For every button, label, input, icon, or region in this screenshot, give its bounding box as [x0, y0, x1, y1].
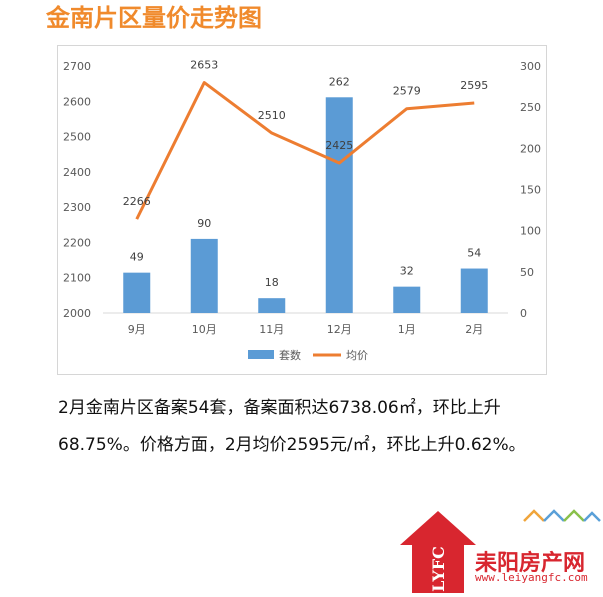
legend-label-line: 均价 [346, 349, 368, 362]
line-data-label: 2510 [258, 109, 286, 122]
roof-icons [523, 509, 601, 522]
right-axis-tick: 150 [520, 184, 541, 197]
bar-data-label: 262 [329, 75, 350, 88]
bar-data-label: 18 [265, 276, 279, 289]
right-axis-tick: 50 [520, 266, 534, 279]
price-volume-chart: 2000 2100 2200 2300 2400 2500 2600 2700 0 50 100 15… [63, 59, 541, 362]
bar [325, 97, 353, 313]
legend-bar-swatch [248, 350, 274, 359]
right-axis-tick: 100 [520, 225, 541, 238]
left-axis-tick: 2200 [63, 236, 91, 249]
price-line [135, 81, 475, 220]
page-title: 金南片区量价走势图 [46, 4, 262, 32]
line-data-label: 2579 [393, 85, 421, 98]
left-axis-tick: 2500 [63, 131, 91, 144]
x-tick-label: 10月 [192, 323, 217, 336]
left-axis-tick: 2000 [63, 307, 91, 320]
chart-panel: 2000 2100 2200 2300 2400 2500 2600 2700 0 50 100 15… [57, 45, 547, 375]
right-axis-tick: 250 [520, 101, 541, 114]
site-url: www.leiyangfc.com [475, 571, 588, 584]
right-axis-tick: 200 [520, 142, 541, 155]
bar [190, 238, 218, 313]
left-axis-tick: 2600 [63, 95, 91, 108]
left-axis-tick: 2700 [63, 60, 91, 73]
site-logo: LYFC [398, 505, 603, 593]
bar-data-label: 54 [467, 247, 481, 260]
summary-text: 2月金南片区备案54套，备案面积达6738.06㎡，环比上升68.75%。价格方… [58, 398, 526, 455]
logo-letters: LYFC [429, 546, 448, 592]
x-tick-label: 12月 [327, 323, 352, 336]
x-tick-label: 2月 [465, 323, 483, 336]
legend-label-bar: 套数 [279, 349, 301, 362]
x-tick-label: 11月 [259, 323, 284, 336]
left-axis-tick: 2300 [63, 201, 91, 214]
line-data-label: 2266 [123, 195, 151, 208]
x-tick-label: 1月 [398, 323, 416, 336]
bar [258, 298, 286, 313]
right-axis-tick: 0 [520, 307, 527, 320]
bar [123, 272, 151, 313]
house-logo-icon: LYFC [400, 511, 476, 593]
bar [393, 286, 421, 313]
line-data-label: 2595 [460, 79, 488, 92]
left-axis-tick: 2400 [63, 166, 91, 179]
bar-data-label: 32 [400, 265, 414, 278]
line-data-label: 2425 [325, 139, 353, 152]
bar-data-label: 49 [130, 251, 144, 264]
site-name: 耒阳房产网 [475, 551, 586, 576]
line-data-label: 2653 [190, 59, 218, 72]
bar-data-label: 90 [197, 217, 211, 230]
right-axis-tick: 300 [520, 60, 541, 73]
left-axis-tick: 2100 [63, 272, 91, 285]
x-tick-label: 9月 [128, 323, 146, 336]
bar [460, 268, 488, 313]
